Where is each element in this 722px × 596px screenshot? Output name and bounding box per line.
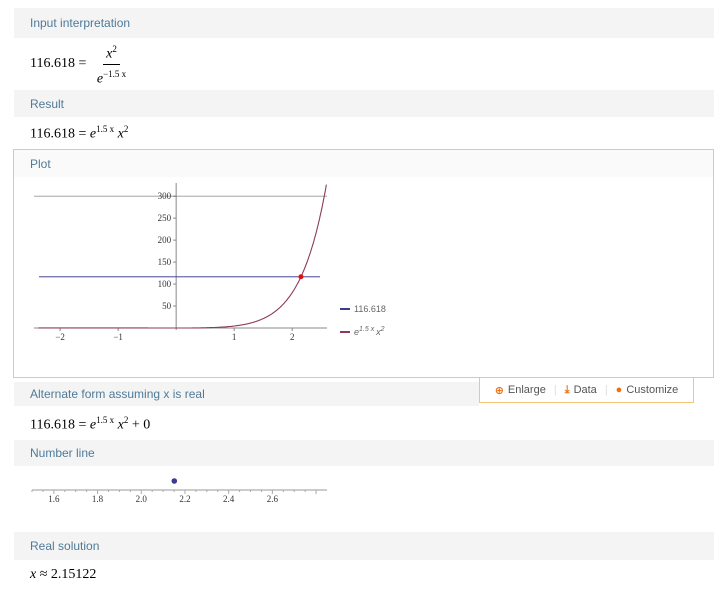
number-line-tick-label: 2.0 xyxy=(136,494,148,504)
y-tick-label: 100 xyxy=(158,279,172,289)
intersection-point xyxy=(298,274,304,280)
legend-label-function: e1.5 x x2 xyxy=(354,326,385,337)
alternate-form-body: 116.618 = e1.5 x x2 + 0 xyxy=(14,408,714,440)
customize-button[interactable]: ● Customize xyxy=(615,384,679,396)
data-button[interactable]: ⤓ Data xyxy=(564,383,597,397)
number-line-point xyxy=(171,478,178,484)
alternate-form-header: Alternate form assuming x is real xyxy=(14,382,479,406)
enlarge-button[interactable]: ⊕ Enlarge xyxy=(494,384,546,397)
legend-label-constant: 116.618 xyxy=(354,304,386,314)
input-interpretation-formula: 116.618 = x2 e−1.5 x xyxy=(30,41,129,86)
real-solution-body: x ≈ 2.15122 xyxy=(14,560,714,590)
result-header: Result xyxy=(14,90,714,117)
result-title: Result xyxy=(30,96,65,111)
result-formula: 116.618 = e1.5 x x2 xyxy=(30,123,129,142)
download-icon: ⤓ xyxy=(564,383,570,396)
separator: | xyxy=(553,384,557,396)
x-tick-label: 1 xyxy=(232,332,237,342)
x-tick-label: 2 xyxy=(290,332,295,342)
real-solution-header: Real solution xyxy=(14,532,714,560)
number-line-chart: 1.6 1.8 2.0 2.2 2.4 2.6 xyxy=(31,478,327,504)
input-interpretation-title: Input interpretation xyxy=(30,16,131,30)
plot-header: Plot xyxy=(14,150,713,177)
result-body: 116.618 = e1.5 x x2 xyxy=(14,117,714,149)
zoom-in-icon: ⊕ xyxy=(494,384,504,397)
input-interpretation-body: 116.618 = x2 e−1.5 x xyxy=(14,38,714,90)
input-interpretation-header: Input interpretation xyxy=(14,8,714,38)
palette-icon: ● xyxy=(615,384,623,396)
y-tick-label: 250 xyxy=(158,213,172,223)
function-series-curve xyxy=(38,184,327,329)
x-tick-label: −1 xyxy=(113,332,123,342)
number-line-tick-label: 2.2 xyxy=(179,494,190,504)
number-line-title: Number line xyxy=(30,446,95,460)
real-solution-value: x ≈ 2.15122 xyxy=(30,567,97,582)
y-tick-label: 150 xyxy=(158,257,172,267)
number-line-header: Number line xyxy=(14,440,714,466)
plot-tools-bar: ⊕ Enlarge | ⤓ Data | ● Customize xyxy=(479,378,694,403)
number-line-tick-label: 2.4 xyxy=(223,494,235,504)
alternate-form-title: Alternate form assuming x is real xyxy=(30,387,205,401)
y-tick-label: 200 xyxy=(158,235,172,245)
real-solution-title: Real solution xyxy=(30,539,100,553)
plot-title: Plot xyxy=(30,156,51,171)
fraction: x2 e−1.5 x xyxy=(94,41,129,86)
x-tick-label: −2 xyxy=(55,332,65,342)
y-tick-label: 50 xyxy=(162,301,172,311)
separator: | xyxy=(604,384,608,396)
number-line-tick-label: 1.6 xyxy=(48,494,60,504)
alternate-form-formula: 116.618 = e1.5 x x2 + 0 xyxy=(30,414,151,433)
plot-pod: Plot 50 100 150 200 250 300 −2 −1 1 2 116.618 e1.5 … xyxy=(13,149,714,378)
number-line-tick-label: 2.6 xyxy=(267,494,279,504)
number-line-tick-label: 1.8 xyxy=(92,494,104,504)
